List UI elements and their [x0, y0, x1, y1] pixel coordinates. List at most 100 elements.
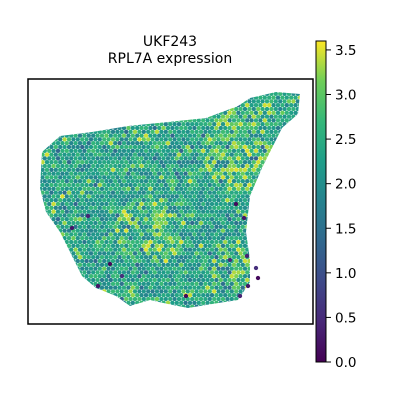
tissue-spot [132, 213, 138, 218]
tissue-spot [84, 228, 89, 233]
tissue-spot [159, 99, 164, 104]
tissue-spot [97, 137, 102, 142]
tissue-spot [271, 163, 276, 169]
tissue-spot [69, 141, 74, 146]
tissue-spot [234, 122, 239, 127]
tissue-spot [240, 224, 245, 229]
tissue-spot [40, 198, 41, 203]
low-expression-spot [119, 273, 125, 279]
tissue-spot [245, 293, 250, 298]
tissue-spot [229, 175, 234, 180]
tissue-spot [62, 99, 67, 104]
tissue-spot [295, 190, 300, 195]
tissue-spot [256, 129, 261, 134]
tissue-spot [128, 137, 133, 142]
tissue-spot [174, 232, 179, 237]
tissue-spot [143, 194, 149, 199]
tissue-spot [242, 114, 248, 119]
tissue-spot [196, 148, 201, 153]
tissue-spot [71, 251, 76, 256]
tissue-spot [163, 251, 168, 256]
tissue-spot [130, 194, 135, 199]
tissue-spot [115, 266, 120, 271]
tissue-spot [128, 213, 133, 218]
tissue-spot [108, 255, 113, 260]
tissue-spot [40, 251, 41, 256]
tissue-spot [60, 239, 65, 245]
tissue-spot [161, 141, 166, 146]
tissue-spot [284, 148, 289, 153]
tissue-spot [260, 281, 265, 286]
tissue-spot [40, 300, 43, 305]
tissue-spot [229, 304, 234, 308]
tissue-spot [291, 182, 296, 188]
tissue-spot [128, 129, 133, 134]
tissue-spot [40, 296, 41, 302]
tissue-spot [280, 110, 285, 115]
tissue-spot [115, 198, 120, 203]
tissue-spot [273, 99, 278, 104]
tissue-spot [60, 186, 65, 191]
tissue-spot [216, 144, 221, 150]
tissue-spot [212, 182, 217, 188]
tissue-spot [73, 239, 78, 245]
tissue-spot [55, 133, 61, 138]
tissue-spot [77, 247, 83, 252]
tissue-spot [150, 175, 155, 180]
tissue-spot [212, 167, 217, 172]
tissue-spot [271, 148, 276, 153]
tissue-spot [91, 232, 96, 237]
tissue-spot [62, 137, 67, 142]
tissue-spot [275, 247, 281, 252]
tissue-spot [58, 99, 63, 104]
tissue-spot [234, 228, 239, 233]
tissue-spot [209, 148, 215, 153]
tissue-spot [121, 92, 127, 93]
tissue-spot [242, 220, 248, 226]
tissue-spot [185, 167, 190, 172]
tissue-spot [130, 270, 135, 275]
colorbar-tick-label: 1.0 [335, 266, 356, 282]
tissue-spot [176, 198, 182, 203]
tissue-spot [170, 247, 175, 252]
tissue-spot [267, 201, 272, 207]
tissue-spot [121, 125, 127, 131]
low-expression-spot [107, 261, 113, 267]
tissue-spot [126, 125, 131, 131]
tissue-spot [40, 266, 41, 271]
tissue-spot [245, 277, 250, 283]
tissue-spot [245, 103, 250, 108]
tissue-spot [40, 148, 43, 153]
tissue-spot [40, 152, 41, 157]
tissue-spot [42, 232, 47, 237]
tissue-spot [51, 141, 56, 146]
tissue-spot [240, 186, 245, 191]
tissue-spot [75, 213, 80, 218]
tissue-spot [47, 293, 52, 298]
tissue-spot [187, 247, 193, 252]
tissue-spot [88, 160, 94, 165]
tissue-spot [47, 262, 52, 267]
tissue-spot [40, 205, 45, 210]
tissue-spot [203, 122, 208, 127]
tissue-spot [73, 262, 78, 267]
tissue-spot [179, 186, 184, 191]
tissue-spot [223, 247, 228, 252]
tissue-spot [113, 247, 118, 252]
tissue-spot [251, 243, 256, 248]
tissue-spot [159, 205, 164, 210]
tissue-spot [183, 141, 188, 146]
tissue-spot [247, 106, 252, 112]
tissue-spot [295, 274, 300, 279]
tissue-spot [179, 239, 184, 245]
tissue-spot [223, 300, 228, 305]
tissue-spot [176, 106, 182, 112]
tissue-spot [139, 186, 144, 191]
tissue-spot [143, 103, 149, 108]
tissue-spot [223, 125, 228, 131]
tissue-spot [42, 95, 47, 100]
tissue-spot [71, 213, 76, 218]
tissue-spot [163, 198, 168, 203]
tissue-spot [66, 129, 72, 134]
tissue-spot [231, 95, 237, 100]
